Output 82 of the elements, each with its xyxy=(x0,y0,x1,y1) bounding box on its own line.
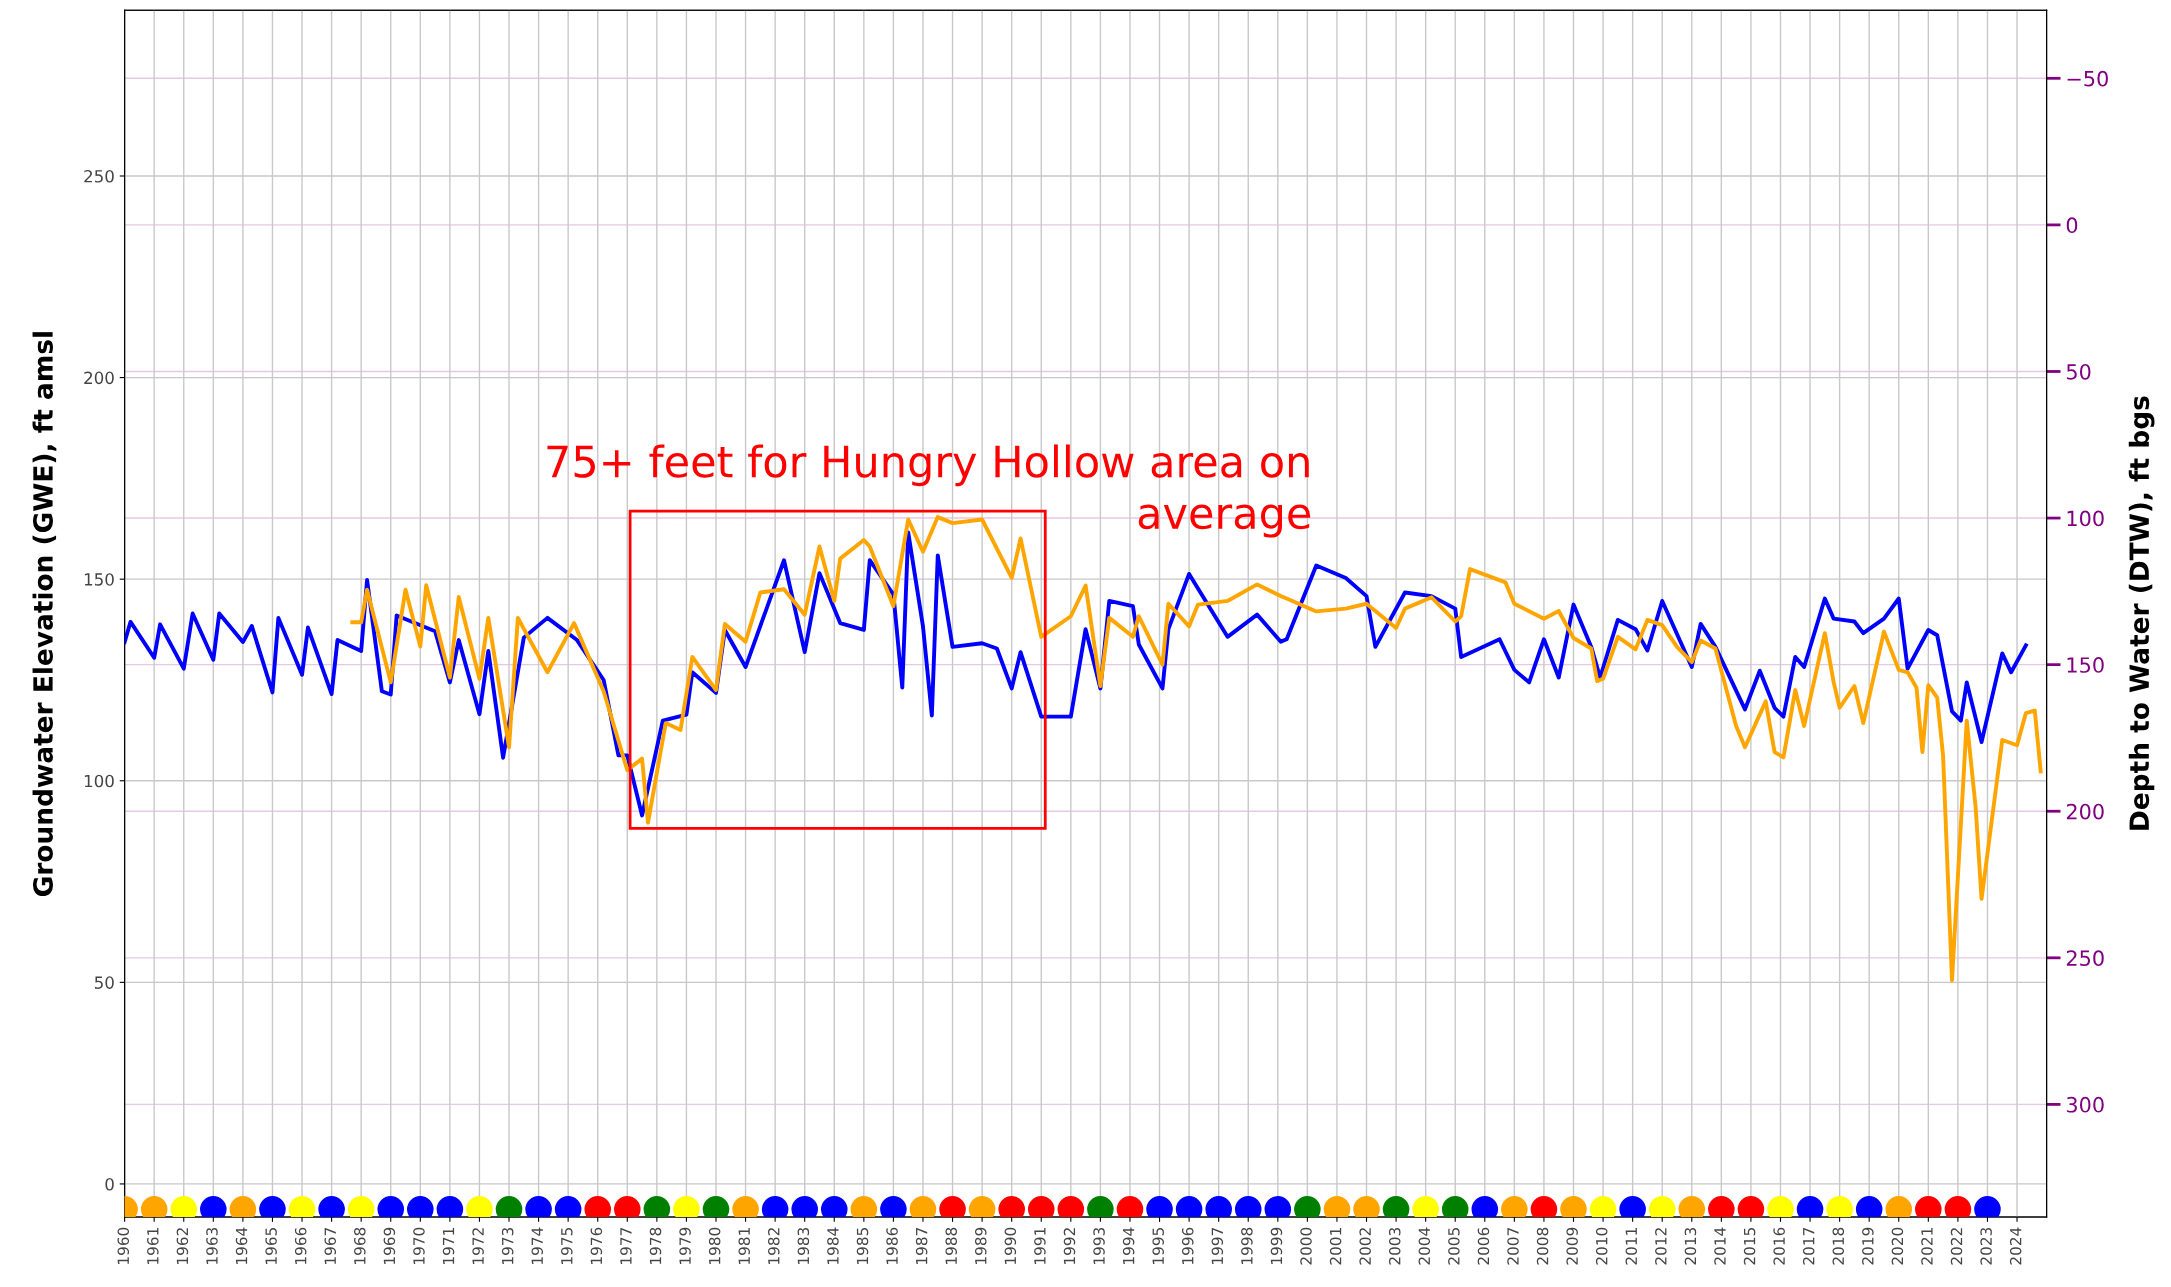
x-tick-label: 2001 xyxy=(1329,1228,1342,1265)
x-tick-label: 1973 xyxy=(501,1227,514,1264)
x-tick-label: 1977 xyxy=(620,1228,632,1264)
x-tick-label: 2010 xyxy=(1595,1227,1608,1265)
y-tick-label: 50 xyxy=(94,976,114,989)
x-tick-label: 2003 xyxy=(1388,1227,1401,1265)
x-tick-label: 2013 xyxy=(1684,1227,1697,1265)
y2-tick-label: 150 xyxy=(2067,657,2104,673)
x-tick-label: 1979 xyxy=(679,1227,691,1264)
y2-tick-label: 300 xyxy=(2066,1096,2104,1113)
x-tick-label: 1995 xyxy=(1152,1228,1164,1264)
y2-tick-label: −50 xyxy=(2067,70,2108,87)
x-tick-label: 1988 xyxy=(945,1227,957,1264)
x-tick-label: 2023 xyxy=(1980,1227,1992,1265)
x-tick-label: 1996 xyxy=(1181,1227,1194,1264)
x-tick-label: 1983 xyxy=(797,1227,810,1264)
x-tick-label: 1982 xyxy=(768,1228,780,1264)
x-tick-label: 2008 xyxy=(1536,1227,1549,1265)
x-tick-label: 1975 xyxy=(561,1228,573,1264)
x-tick-label: 2018 xyxy=(1832,1227,1845,1265)
x-tick-label: 2009 xyxy=(1566,1227,1578,1265)
x-tick-label: 1990 xyxy=(1004,1227,1017,1264)
x-tick-label: 2007 xyxy=(1507,1228,1519,1265)
x-tick-label: 2014 xyxy=(1714,1227,1726,1265)
y-tick-label: 100 xyxy=(84,774,114,788)
x-tick-label: 2004 xyxy=(1418,1227,1431,1265)
y-tick-label: 0 xyxy=(105,1177,114,1191)
y-axis-title: Groundwater Elevation (GWE), ft amsl xyxy=(32,332,57,897)
x-tick-label: 1964 xyxy=(235,1227,248,1264)
x-tick-label: 2019 xyxy=(1862,1227,1874,1265)
x-tick-label: 1971 xyxy=(442,1228,455,1264)
x-tick-label: 2016 xyxy=(1773,1227,1785,1265)
x-tick-label: 2012 xyxy=(1655,1228,1667,1265)
x-tick-label: 2006 xyxy=(1477,1227,1490,1265)
x-tick-label: 2000 xyxy=(1300,1227,1312,1265)
x-tick-label: 1999 xyxy=(1270,1227,1283,1264)
x-tick-label: 1981 xyxy=(738,1228,750,1264)
y2-tick-label: 250 xyxy=(2066,950,2104,967)
x-tick-label: 1962 xyxy=(176,1228,189,1264)
x-tick-label: 1961 xyxy=(147,1228,159,1264)
x-tick-label: 2005 xyxy=(1448,1228,1460,1265)
x-tick-label: 2020 xyxy=(1891,1227,1904,1265)
y-tick-label: 200 xyxy=(84,371,114,385)
x-tick-label: 1965 xyxy=(265,1228,277,1264)
x-tick-label: 1969 xyxy=(383,1227,396,1264)
y2-tick-label: 200 xyxy=(2066,803,2104,820)
x-tick-label: 1967 xyxy=(324,1228,337,1264)
annotation: 75+ feet for Hungry Hollow area on average xyxy=(547,444,1311,538)
y2-tick-label: 100 xyxy=(2067,510,2104,527)
x-tick-label: 1972 xyxy=(472,1228,484,1264)
x-tick-label: 2002 xyxy=(1359,1228,1371,1265)
x-tick-label: 1978 xyxy=(649,1227,662,1264)
y-tick-label: 250 xyxy=(84,169,114,183)
x-tick-label: 1970 xyxy=(413,1227,425,1264)
x-tick-label: 1963 xyxy=(206,1227,218,1264)
x-tick-label: 2021 xyxy=(1921,1228,1933,1265)
x-tick-label: 1998 xyxy=(1241,1227,1253,1264)
x-tick-label: 2011 xyxy=(1625,1228,1638,1265)
x-tick-label: 1968 xyxy=(354,1227,366,1264)
x-tick-label: 1987 xyxy=(915,1228,928,1264)
y2-tick-label: 50 xyxy=(2066,363,2091,380)
x-tick-label: 1991 xyxy=(1034,1228,1046,1264)
x-tick-label: 2015 xyxy=(1743,1228,1756,1265)
x-tick-label: 2017 xyxy=(1802,1228,1815,1265)
x-tick-label: 1997 xyxy=(1211,1228,1224,1264)
x-tick-label: 1994 xyxy=(1122,1227,1135,1264)
x-tick-label: 2024 xyxy=(2009,1227,2022,1265)
x-tick-label: 1976 xyxy=(590,1227,603,1264)
y2-axis-title: Depth to Water (DTW), ft bgs xyxy=(2128,396,2155,830)
x-tick-label: 1993 xyxy=(1093,1227,1105,1264)
y-tick-label: 150 xyxy=(84,573,114,586)
x-tick-label: 1960 xyxy=(117,1227,130,1264)
x-tick-label: 1984 xyxy=(827,1227,839,1264)
y2-tick-label: 0 xyxy=(2066,217,2078,234)
x-tick-label: 1992 xyxy=(1063,1228,1076,1264)
x-tick-label: 1974 xyxy=(531,1227,544,1264)
x-tick-label: 1966 xyxy=(294,1227,307,1264)
x-tick-label: 2022 xyxy=(1950,1228,1963,1265)
x-tick-label: 1989 xyxy=(974,1227,987,1264)
x-tick-label: 1980 xyxy=(708,1227,721,1264)
x-tick-label: 1985 xyxy=(856,1228,869,1264)
x-tick-label: 1986 xyxy=(886,1227,898,1264)
